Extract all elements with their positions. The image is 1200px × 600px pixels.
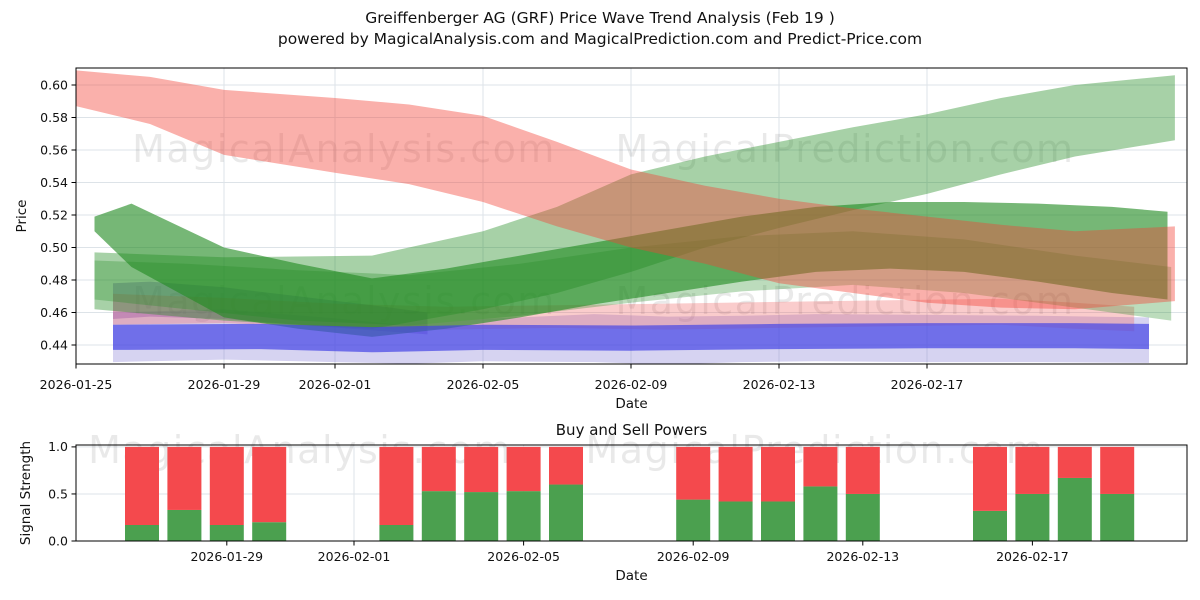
sell-power-bar (252, 446, 287, 523)
sell-power-bar (718, 446, 753, 502)
solid-blue-band (113, 323, 1149, 353)
bottom-axes-frame (75, 444, 1188, 542)
date-axis-label-bottom: Date (615, 568, 648, 584)
x-tick-label-bottom: 2026-02-05 (487, 549, 560, 564)
watermark-text: MagicalPrediction.com (616, 127, 1075, 171)
buy-sell-chart-title: Buy and Sell Powers (555, 421, 708, 439)
x-tick-label-top: 2026-01-29 (188, 377, 261, 392)
x-tick-label-top: 2026-01-25 (40, 377, 113, 392)
buy-power-bar (125, 525, 159, 541)
x-tick-label-top: 2026-02-13 (743, 377, 816, 392)
sell-power-bar (973, 446, 1007, 511)
buy-power-bar (718, 501, 753, 541)
y-tick-label-top: 0.50 (40, 240, 68, 255)
descending-red-band (76, 70, 1175, 310)
rising-green-band (94, 75, 1175, 329)
buy-power-bar (761, 501, 795, 541)
buy-power-bar (845, 493, 880, 541)
y-tick-label-bottom: 0.5 (48, 486, 68, 501)
y-tick-label-top: 0.60 (40, 77, 68, 92)
buy-power-bar (1057, 477, 1092, 541)
x-tick-label-top: 2026-02-01 (299, 377, 372, 392)
sell-power-bar (676, 446, 711, 500)
buy-power-bar (1100, 493, 1135, 541)
y-tick-label-top: 0.52 (40, 207, 68, 222)
y-tick-label-top: 0.48 (40, 272, 68, 287)
buy-power-bar (252, 522, 287, 541)
buy-power-bar (379, 525, 414, 541)
sell-power-bar (506, 446, 541, 492)
sell-power-bar (1015, 446, 1050, 494)
sell-power-bar (1057, 446, 1092, 478)
buy-power-bar (676, 499, 711, 541)
sell-power-bar (125, 446, 159, 526)
buy-power-bar (167, 509, 202, 541)
y-tick-label-top: 0.58 (40, 110, 68, 125)
date-axis-label-top: Date (615, 396, 648, 412)
x-tick-label-top: 2026-02-09 (595, 377, 668, 392)
buy-power-bar (549, 484, 583, 541)
y-tick-label-top: 0.46 (40, 305, 68, 320)
y-tick-label-bottom: 1.0 (48, 439, 68, 454)
buy-power-bar (464, 492, 499, 541)
price-axis-label: Price (14, 199, 30, 233)
y-tick-label-top: 0.54 (40, 175, 68, 190)
y-tick-label-top: 0.56 (40, 142, 68, 157)
buy-power-bar (209, 525, 244, 541)
sell-power-bar (421, 446, 456, 492)
x-tick-label-bottom: 2026-02-09 (657, 549, 730, 564)
page-subtitle: powered by MagicalAnalysis.com and Magic… (277, 30, 923, 48)
buy-power-bar (506, 491, 541, 541)
buy-power-bar (973, 510, 1007, 541)
sell-power-bar (549, 446, 583, 485)
sell-power-bar (761, 446, 795, 502)
sell-power-bar (464, 446, 499, 493)
y-tick-label-bottom: 0.0 (48, 533, 68, 548)
sell-power-bar (1100, 446, 1135, 494)
buy-power-bar (421, 491, 456, 541)
dipping-green-band (94, 202, 1168, 337)
buy-power-bar (1015, 493, 1050, 541)
sell-power-bar (803, 446, 838, 487)
x-tick-label-top: 2026-02-17 (891, 377, 964, 392)
page-title: Greiffenberger AG (GRF) Price Wave Trend… (365, 9, 835, 27)
x-tick-label-bottom: 2026-02-13 (826, 549, 899, 564)
watermark-text: MagicalAnalysis.com (132, 127, 556, 171)
sell-power-bar (379, 446, 414, 526)
x-tick-label-bottom: 2026-02-17 (996, 549, 1069, 564)
sell-power-bar (845, 446, 880, 494)
y-tick-label-top: 0.44 (40, 337, 68, 352)
signal-strength-axis-label: Signal Strength (18, 440, 34, 546)
x-tick-label-top: 2026-02-05 (447, 377, 520, 392)
sell-power-bar (167, 446, 202, 510)
sell-power-bar (209, 446, 244, 526)
x-tick-label-bottom: 2026-01-29 (190, 549, 263, 564)
x-tick-label-bottom: 2026-02-01 (318, 549, 391, 564)
buy-power-bar (803, 486, 838, 541)
